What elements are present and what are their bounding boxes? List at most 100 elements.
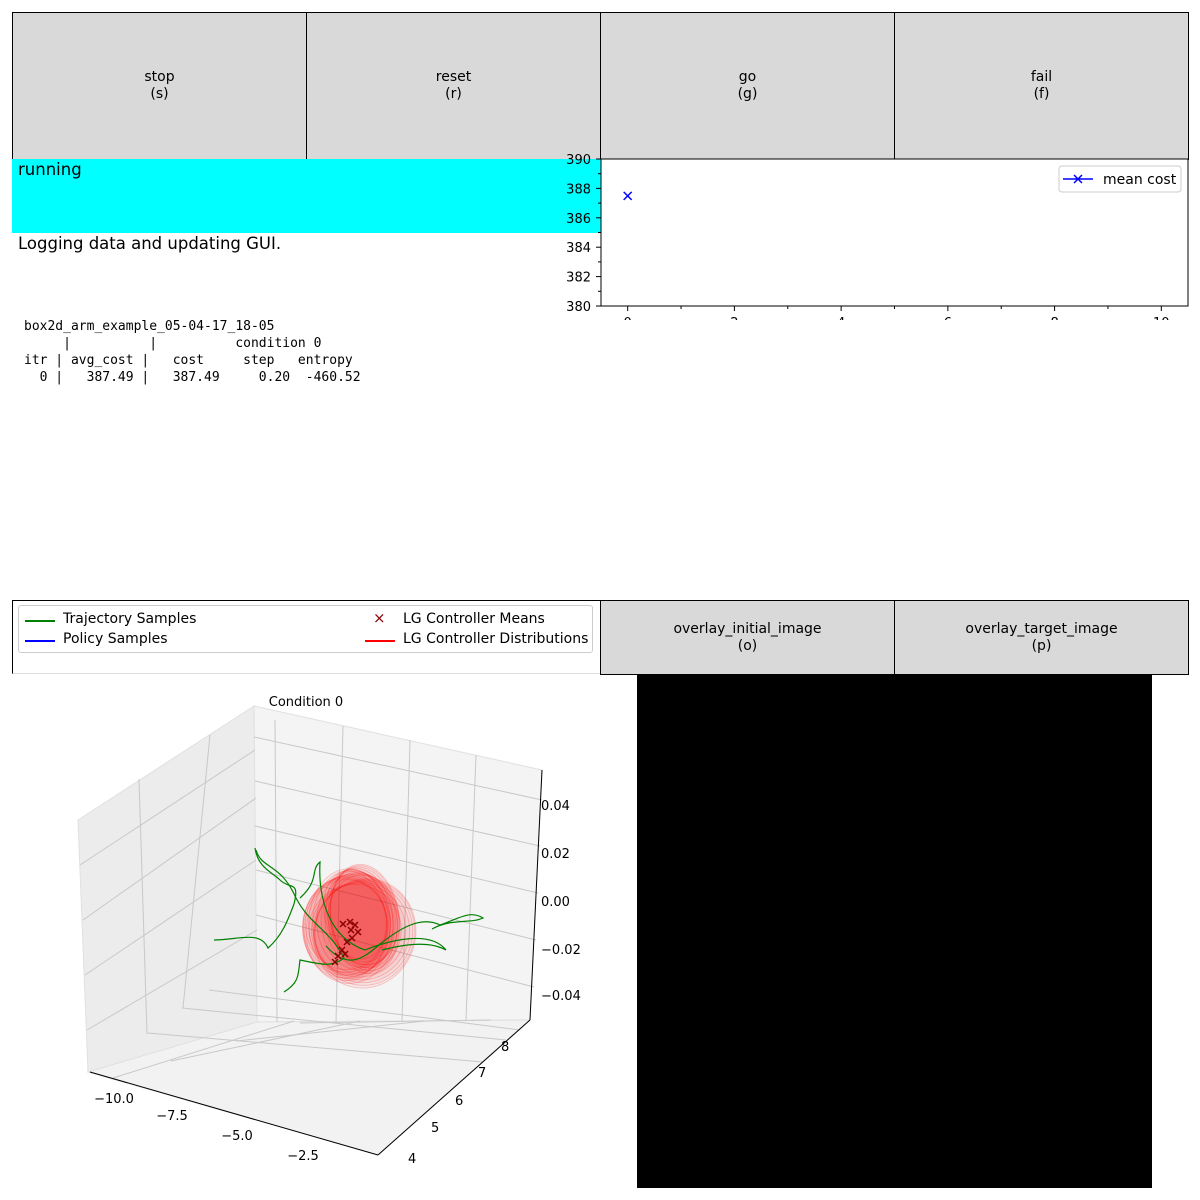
lg-controller-distribution <box>304 879 388 971</box>
stop-button-label: stop <box>144 69 175 85</box>
grid-line <box>254 825 539 894</box>
trajectory-sample <box>299 860 447 951</box>
grid-line <box>112 1020 295 1079</box>
overlay-target-image-button[interactable]: overlay_target_image (p) <box>894 600 1189 675</box>
go-button-label: go <box>738 69 757 85</box>
y-tick-label: 380 <box>566 300 591 315</box>
lg-controller-mean <box>341 950 349 958</box>
mean-cost-legend <box>1058 165 1182 193</box>
lg-controller-distribution <box>324 873 399 969</box>
trajectory-legend: Trajectory Samples Policy Samples × LG C… <box>18 605 593 653</box>
grid-line <box>182 734 211 1009</box>
lg-controller-distribution <box>303 874 394 982</box>
fail-button[interactable]: fail (f) <box>894 12 1189 160</box>
left-pane <box>77 705 258 1073</box>
lg-controller-distribution <box>308 868 389 980</box>
y-axis-line <box>377 1019 531 1156</box>
mean-cost-point <box>623 191 633 201</box>
grid-line <box>181 1007 507 1041</box>
overlay-target-image-label: overlay_target_image <box>965 620 1118 637</box>
x-tick-label: −10.0 <box>94 1092 134 1107</box>
lg-controller-distribution <box>328 867 395 966</box>
grid-line <box>170 1020 361 1062</box>
lg-controller-mean <box>354 928 362 936</box>
log-header-condition: | | condition 0 <box>24 336 322 351</box>
mean-cost-plot: 0 2 4 6 8 10 380 382 384 386 388 390 mean cost <box>566 153 1189 320</box>
y-tick-label: 7 <box>478 1066 486 1081</box>
lg-controller-distribution <box>325 869 391 963</box>
z-tick-label: 0.04 <box>541 799 570 814</box>
trajectory-3d-plot: Condition 0 −10.0 −7.5 −5.0 −2.5 4 5 678 0.04 0.0… <box>77 695 581 1167</box>
lg-controller-mean <box>346 918 354 926</box>
trajectory-sample <box>325 914 485 961</box>
legend-label: mean cost <box>1103 172 1177 188</box>
grid-line <box>335 725 344 1023</box>
legend-label: LG Controller Means <box>403 611 545 627</box>
grid-line <box>253 736 543 801</box>
z-tick-label: 0.02 <box>541 847 570 862</box>
lg-controller-distribution <box>314 879 416 986</box>
y-tick-label: 8 <box>501 1040 509 1055</box>
lg-controller-distribution <box>302 876 389 976</box>
overlay-initial-image-button[interactable]: overlay_initial_image (o) <box>600 600 895 675</box>
overlay-initial-image-label: overlay_initial_image <box>673 620 822 637</box>
x-tick-label: 2 <box>730 316 738 320</box>
x-tick-label: −5.0 <box>221 1129 253 1144</box>
lg-controller-distribution <box>305 873 398 984</box>
x-tick-label: −2.5 <box>287 1149 319 1164</box>
overlay-initial-image-shortcut: (o) <box>737 637 758 654</box>
lg-controller-distribution <box>327 874 400 966</box>
image-view <box>637 675 1152 1188</box>
grid-line <box>235 1020 426 1042</box>
stop-button[interactable]: stop (s) <box>12 12 307 160</box>
grid-line <box>401 739 411 1022</box>
status-message: Logging data and updating GUI. <box>18 234 282 253</box>
y-tick-label: 386 <box>566 212 591 227</box>
grid-line <box>254 780 541 847</box>
lg-controller-distribution <box>314 880 414 984</box>
back-pane <box>253 705 543 1023</box>
grid-line <box>86 929 258 1031</box>
legend-label: LG Controller Distributions <box>403 631 589 647</box>
grid-line <box>79 749 256 866</box>
go-button-shortcut: (g) <box>737 86 758 102</box>
lg-controller-distribution <box>313 881 411 981</box>
lg-controller-distribution <box>308 883 402 975</box>
grid-line <box>84 859 257 976</box>
go-button[interactable]: go (g) <box>600 12 895 160</box>
lg-controller-distribution <box>302 877 388 973</box>
legend-line-icon <box>25 620 55 622</box>
x-marker-icon: × <box>373 609 386 627</box>
grid-line <box>138 778 148 1035</box>
x-tick-label: 10 <box>1153 316 1170 320</box>
status-text: running <box>18 160 82 179</box>
legend-line-icon <box>365 640 395 642</box>
x-tick-label: 0 <box>624 316 632 320</box>
lg-controller-distribution <box>302 875 391 979</box>
status-bar <box>12 159 601 233</box>
grid-line <box>255 869 537 941</box>
lg-controller-mean <box>334 952 342 960</box>
legend-label: Trajectory Samples <box>63 611 197 627</box>
x-tick-label: 8 <box>1050 316 1058 320</box>
lg-controller-mean <box>331 958 339 966</box>
fail-button-shortcut: (f) <box>1033 86 1050 102</box>
reset-button-shortcut: (r) <box>445 86 462 102</box>
log-header-columns: itr | avg_cost | cost step entropy <box>24 353 353 368</box>
y-tick-label: 4 <box>408 1152 416 1167</box>
grid-line <box>147 1032 484 1063</box>
lg-controller-mean <box>347 926 355 934</box>
lg-controller-distribution <box>311 869 391 977</box>
z-axis-line <box>529 769 543 1021</box>
grid-line <box>208 989 521 1031</box>
y-tick-label: 5 <box>431 1121 439 1136</box>
stop-button-shortcut: (s) <box>150 86 169 102</box>
log-output: box2d_arm_example_05-04-17_18-05 | | con… <box>24 318 361 386</box>
plot-title: Condition 0 <box>269 695 343 710</box>
lg-controller-distribution <box>323 870 387 960</box>
grid-line <box>465 754 477 1021</box>
legend-line-icon <box>25 640 55 642</box>
x-tick-label: −7.5 <box>156 1109 188 1124</box>
reset-button-label: reset <box>435 69 472 85</box>
overlay-target-image-shortcut: (p) <box>1031 637 1052 654</box>
